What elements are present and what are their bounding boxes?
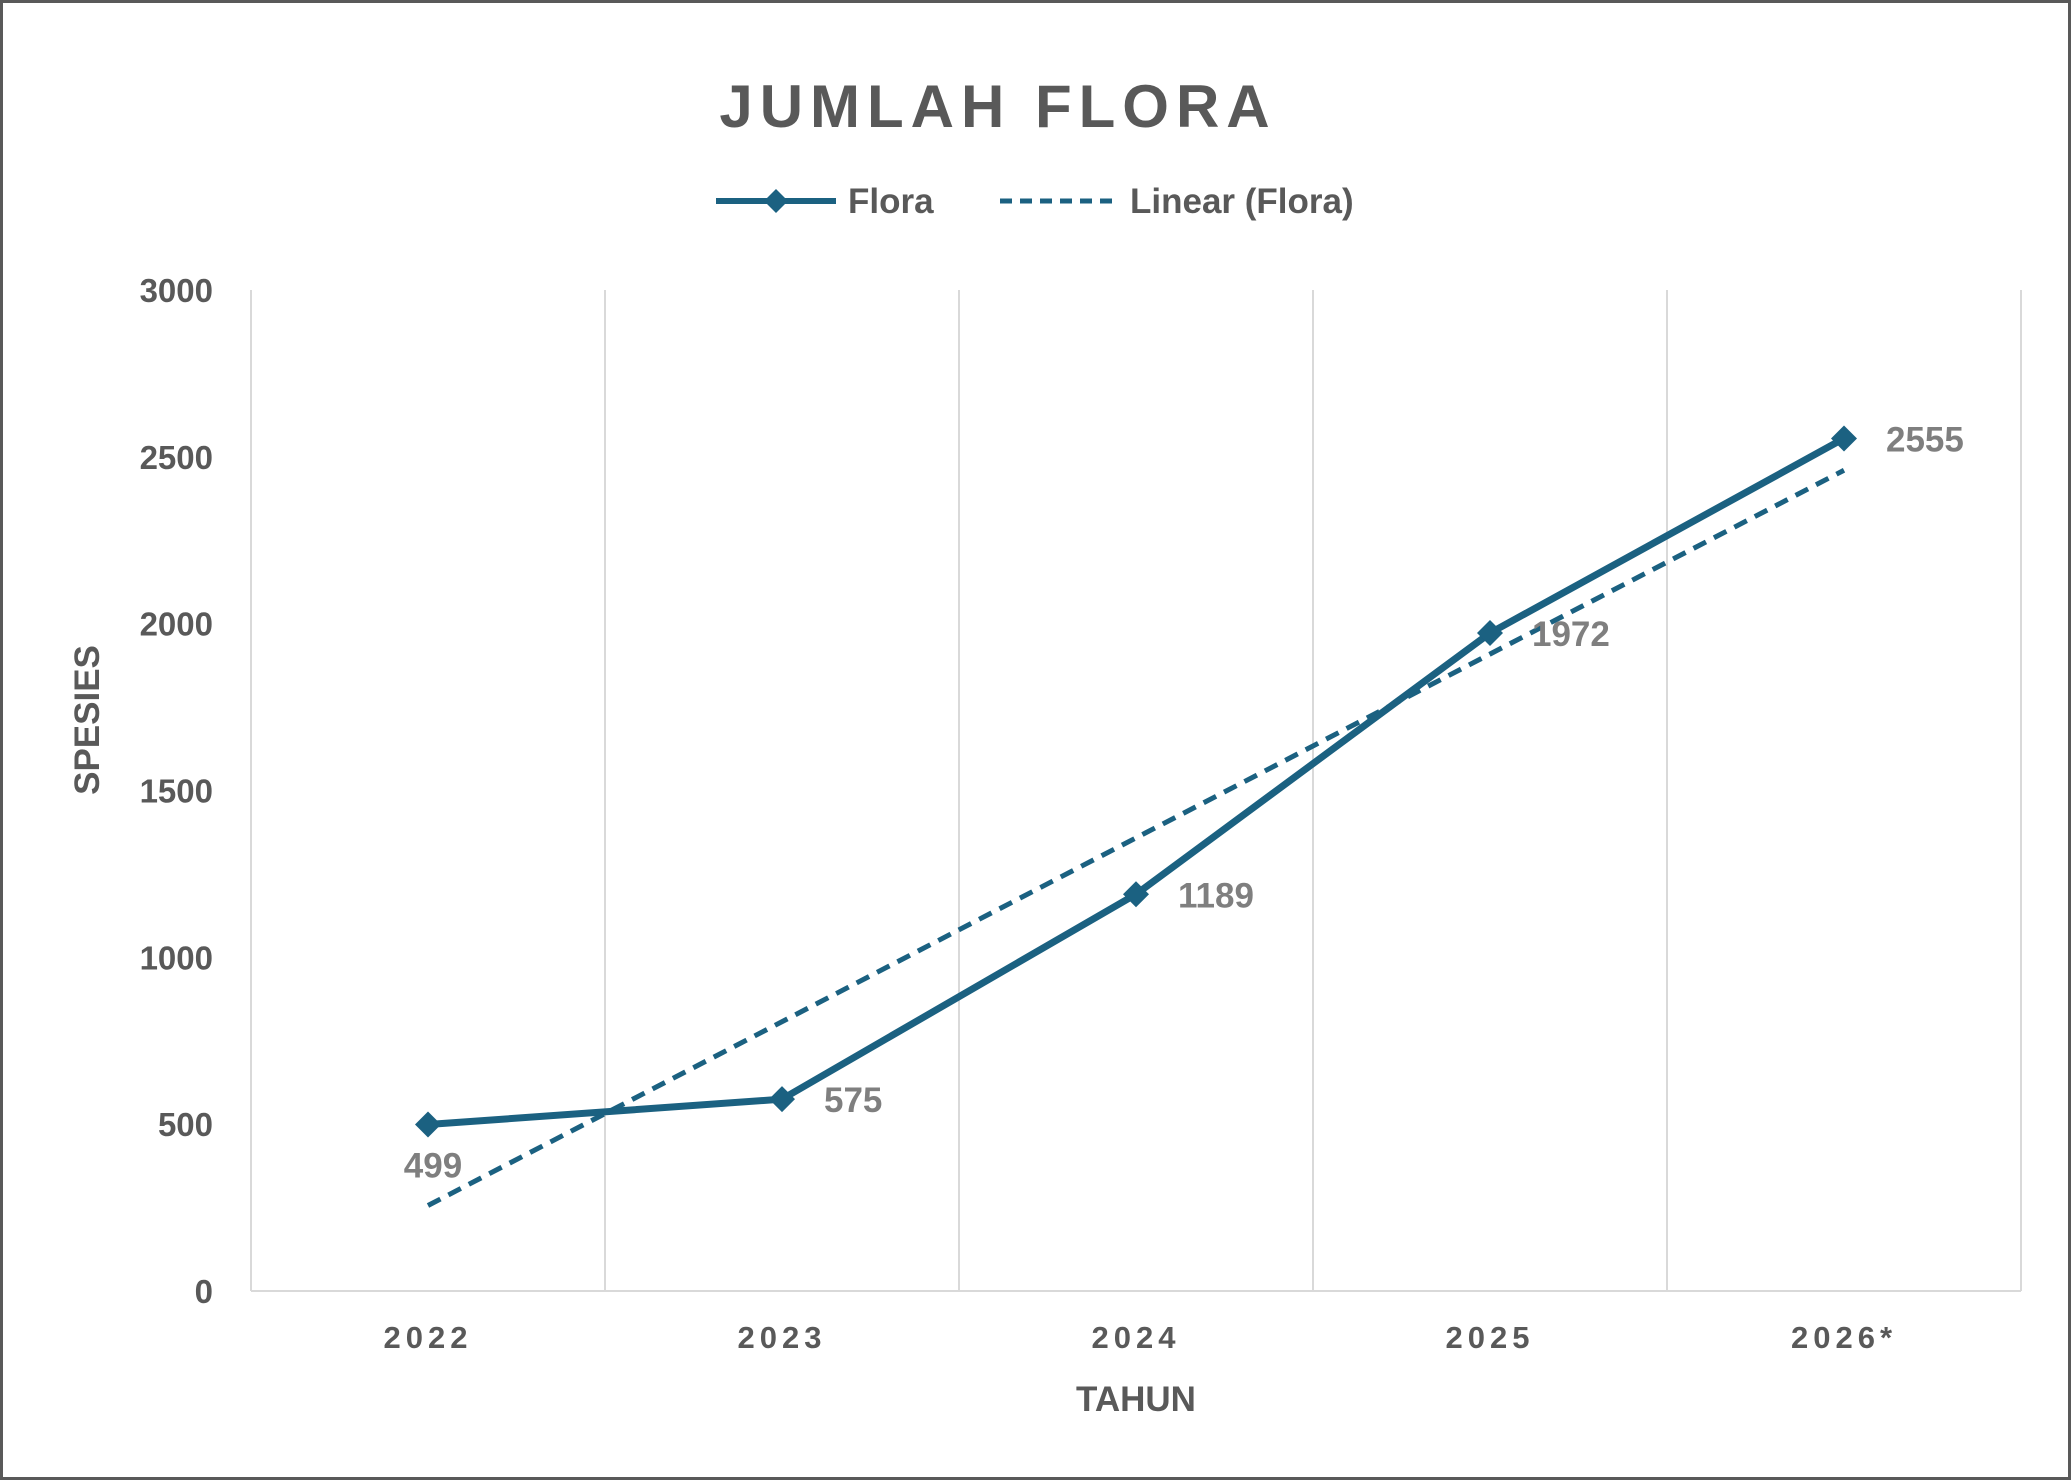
x-tick-label: 2022 bbox=[384, 1320, 473, 1355]
x-tick-label: 2023 bbox=[738, 1320, 827, 1355]
data-label: 1972 bbox=[1532, 615, 1610, 654]
y-axis-title: SPESIES bbox=[68, 645, 107, 795]
y-tick-label: 3000 bbox=[140, 272, 213, 309]
y-tick-label: 2500 bbox=[140, 439, 213, 476]
trendline bbox=[426, 468, 1846, 1208]
y-axis: 0 500 1000 1500 2000 2500 3000 bbox=[140, 272, 213, 1310]
x-axis-title: TAHUN bbox=[1076, 1380, 1196, 1419]
series-line-flora bbox=[427, 435, 1846, 1128]
trendline-layer bbox=[426, 468, 1846, 1208]
data-point bbox=[1477, 620, 1503, 647]
line-chart: JUMLAH FLORA Flora Linear (Flora) 0 500 10… bbox=[68, 73, 2022, 1419]
legend-flora-label: Flora bbox=[848, 182, 934, 221]
x-tick-label: 2024 bbox=[1092, 1320, 1181, 1355]
grid-layer bbox=[250, 290, 2022, 1292]
data-point bbox=[769, 1086, 795, 1113]
y-tick-label: 0 bbox=[195, 1273, 213, 1310]
x-axis: 2022 2023 2024 2025 2026* bbox=[384, 1320, 1897, 1355]
y-tick-label: 2000 bbox=[140, 606, 213, 643]
data-label: 2555 bbox=[1886, 420, 1964, 459]
chart-title: JUMLAH FLORA bbox=[719, 73, 1276, 140]
series-layer bbox=[415, 425, 1857, 1138]
data-point bbox=[415, 1111, 441, 1138]
data-point bbox=[1831, 425, 1857, 452]
legend-flora-marker bbox=[764, 189, 788, 213]
data-labels: 499 575 1189 1972 2555 bbox=[404, 420, 1964, 1185]
data-label: 575 bbox=[824, 1081, 882, 1120]
data-point bbox=[1123, 881, 1149, 908]
y-tick-label: 1500 bbox=[140, 773, 213, 810]
data-label: 1189 bbox=[1178, 876, 1254, 915]
x-tick-label: 2026* bbox=[1791, 1320, 1897, 1355]
legend: Flora Linear (Flora) bbox=[716, 182, 1354, 221]
y-tick-label: 1000 bbox=[140, 939, 213, 976]
x-tick-label: 2025 bbox=[1446, 1320, 1535, 1355]
y-tick-label: 500 bbox=[158, 1106, 213, 1143]
data-label: 499 bbox=[404, 1147, 462, 1186]
legend-trendline-label: Linear (Flora) bbox=[1130, 182, 1354, 221]
